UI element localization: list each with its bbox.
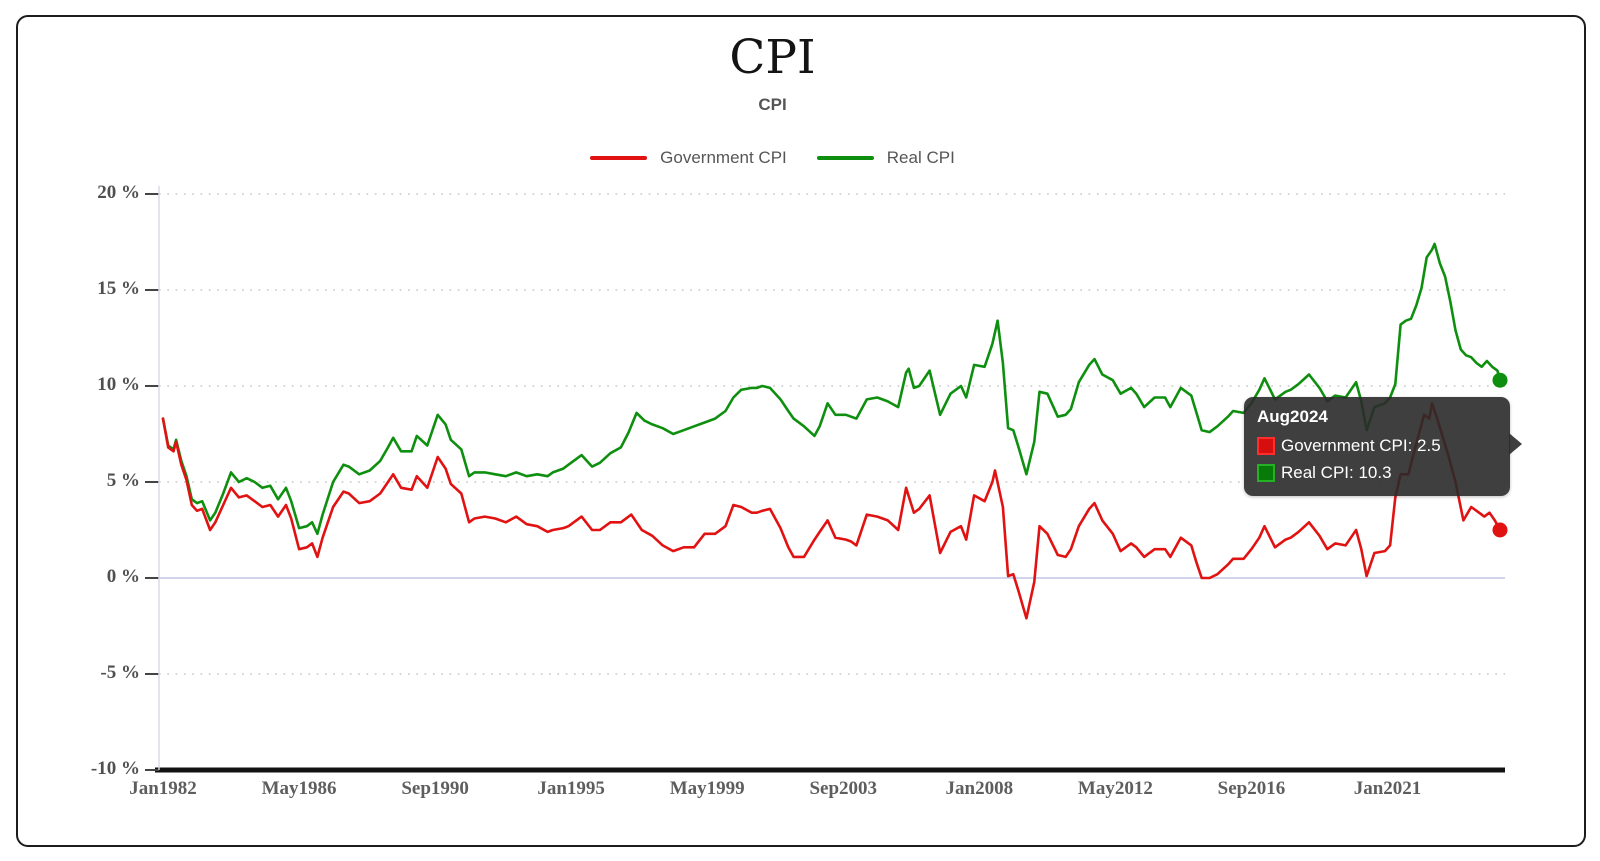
y-axis-label: -5 % (100, 662, 140, 683)
tooltip-row-government-cpi: Government CPI: 2.5 (1257, 434, 1495, 458)
y-axis-label: 15 % (97, 278, 140, 299)
legend-label: Government CPI (660, 148, 787, 167)
tooltip-series-swatch (1257, 437, 1275, 455)
series-line-government-cpi[interactable] (161, 401, 1502, 620)
x-axis-label: Jan2021 (1353, 778, 1422, 799)
series-end-marker-real-cpi[interactable] (1492, 372, 1508, 388)
x-axis-label: Sep1990 (401, 778, 469, 799)
y-axis-label: 0 % (106, 566, 140, 587)
x-axis-label: May1999 (669, 778, 745, 799)
x-axis-label: Sep2003 (809, 778, 878, 799)
chart-legend: Government CPI Real CPI (0, 148, 1545, 168)
chart-title: CPI (729, 30, 816, 85)
tooltip-row-real-cpi: Real CPI: 10.3 (1257, 461, 1495, 485)
x-axis-label: May2012 (1077, 778, 1153, 799)
legend-label: Real CPI (886, 148, 955, 167)
y-axis-label: 10 % (97, 374, 140, 395)
hover-tooltip: Aug2024 Government CPI: 2.5 Real CPI: 10.… (1244, 397, 1522, 496)
legend-line-swatch (816, 156, 874, 160)
x-axis-label: Sep2016 (1217, 778, 1286, 799)
x-axis-label: May1986 (261, 778, 337, 799)
x-axis-label: Jan1995 (537, 778, 605, 799)
y-axis-label: -10 % (90, 758, 140, 779)
tooltip-row-text: Real CPI: 10.3 (1281, 463, 1392, 482)
series-end-marker-government-cpi[interactable] (1492, 522, 1508, 538)
tooltip-series-swatch (1257, 464, 1275, 482)
tooltip-caret (1509, 433, 1522, 455)
legend-item-government-cpi[interactable]: Government CPI (590, 148, 787, 168)
legend-item-real-cpi[interactable]: Real CPI (816, 148, 955, 168)
series-line-real-cpi[interactable] (161, 242, 1502, 536)
y-axis-label: 5 % (106, 470, 140, 491)
tooltip-date: Aug2024 (1257, 407, 1328, 426)
x-axis-label: Jan1982 (129, 778, 197, 799)
x-axis-label: Jan2008 (945, 778, 1014, 799)
chart-subtitle: CPI (758, 95, 787, 114)
y-axis-label: 20 % (97, 182, 140, 203)
legend-line-swatch (590, 156, 648, 160)
tooltip-row-text: Government CPI: 2.5 (1281, 436, 1441, 455)
